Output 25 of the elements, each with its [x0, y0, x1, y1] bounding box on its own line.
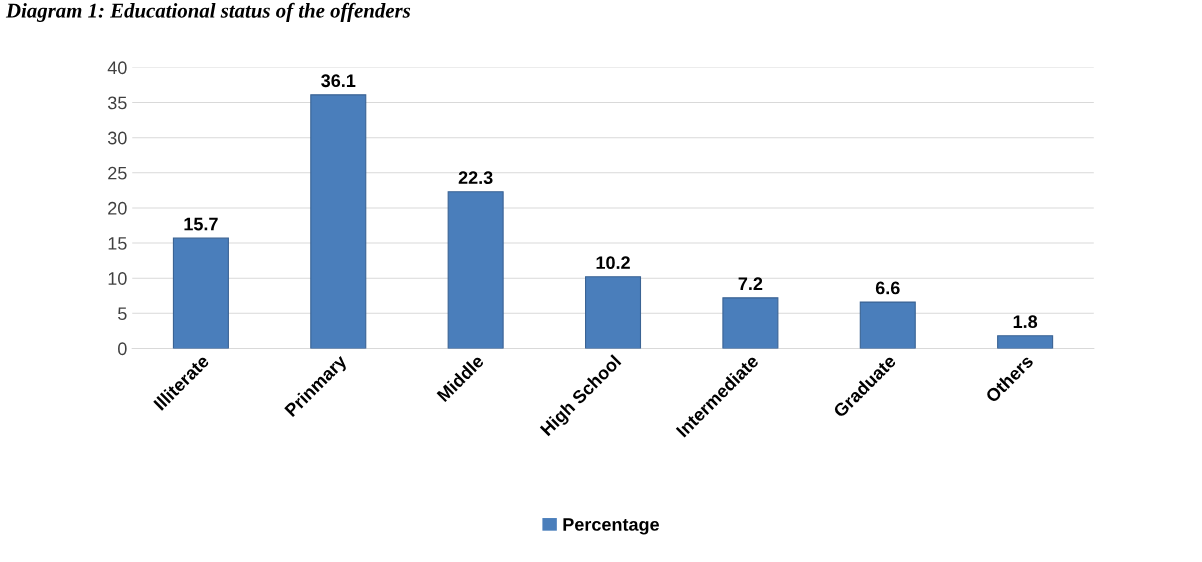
y-tick-label: 15 — [108, 237, 127, 250]
y-tick-label: 25 — [108, 166, 127, 180]
y-tick-label: 5 — [118, 307, 127, 321]
bar — [997, 335, 1054, 349]
data-label: 36.1 — [321, 74, 356, 88]
bar — [172, 237, 229, 349]
data-label: 22.3 — [458, 171, 493, 185]
y-tick-label: 20 — [108, 201, 127, 215]
y-tick-label: 0 — [118, 342, 127, 356]
bar — [722, 297, 779, 349]
chart-title: Diagram 1: Educational status of the offenders — [5, 2, 411, 22]
data-label: 1.8 — [1013, 315, 1038, 329]
y-tick-label: 40 — [107, 61, 127, 75]
data-label: 10.2 — [596, 256, 630, 270]
legend-label: Percentage — [563, 518, 659, 535]
bar — [859, 301, 916, 349]
bar — [447, 191, 504, 349]
data-label: 15.7 — [184, 217, 218, 231]
y-tick-label: 10 — [108, 272, 127, 285]
bar — [310, 94, 367, 349]
bar — [584, 276, 642, 349]
data-label: 6.6 — [875, 281, 900, 295]
y-tick-label: 35 — [107, 96, 127, 110]
data-label: 7.2 — [738, 277, 763, 290]
y-tick-label: 30 — [107, 131, 127, 145]
